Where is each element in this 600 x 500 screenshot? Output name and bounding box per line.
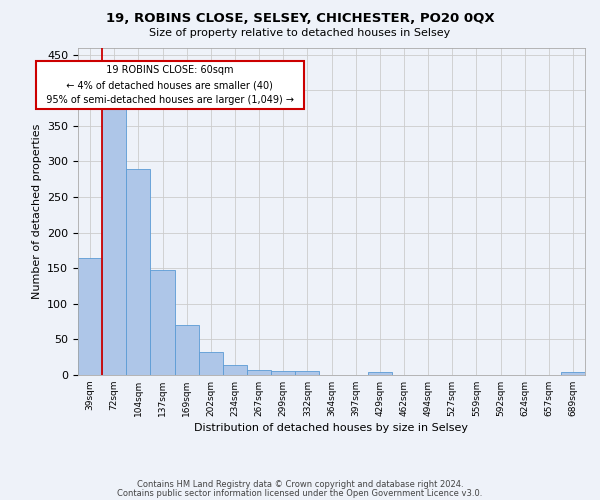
Text: Contains public sector information licensed under the Open Government Licence v3: Contains public sector information licen… [118, 490, 482, 498]
Y-axis label: Number of detached properties: Number of detached properties [32, 124, 41, 299]
Bar [199, 352, 223, 375]
Bar [78, 258, 102, 375]
Bar [175, 325, 199, 375]
Bar [295, 372, 319, 375]
Bar [126, 168, 151, 375]
Bar [151, 270, 175, 375]
Bar [271, 370, 295, 375]
Bar [223, 365, 247, 375]
Bar [102, 108, 126, 375]
Text: 19 ROBINS CLOSE: 60sqm  
  ← 4% of detached houses are smaller (40)  
  95% of s: 19 ROBINS CLOSE: 60sqm ← 4% of detached … [40, 66, 300, 105]
Bar [247, 370, 271, 375]
X-axis label: Distribution of detached houses by size in Selsey: Distribution of detached houses by size … [194, 423, 469, 433]
Text: Contains HM Land Registry data © Crown copyright and database right 2024.: Contains HM Land Registry data © Crown c… [137, 480, 463, 489]
Bar [561, 372, 585, 375]
Bar [368, 372, 392, 375]
Text: Size of property relative to detached houses in Selsey: Size of property relative to detached ho… [149, 28, 451, 38]
Text: 19, ROBINS CLOSE, SELSEY, CHICHESTER, PO20 0QX: 19, ROBINS CLOSE, SELSEY, CHICHESTER, PO… [106, 12, 494, 26]
